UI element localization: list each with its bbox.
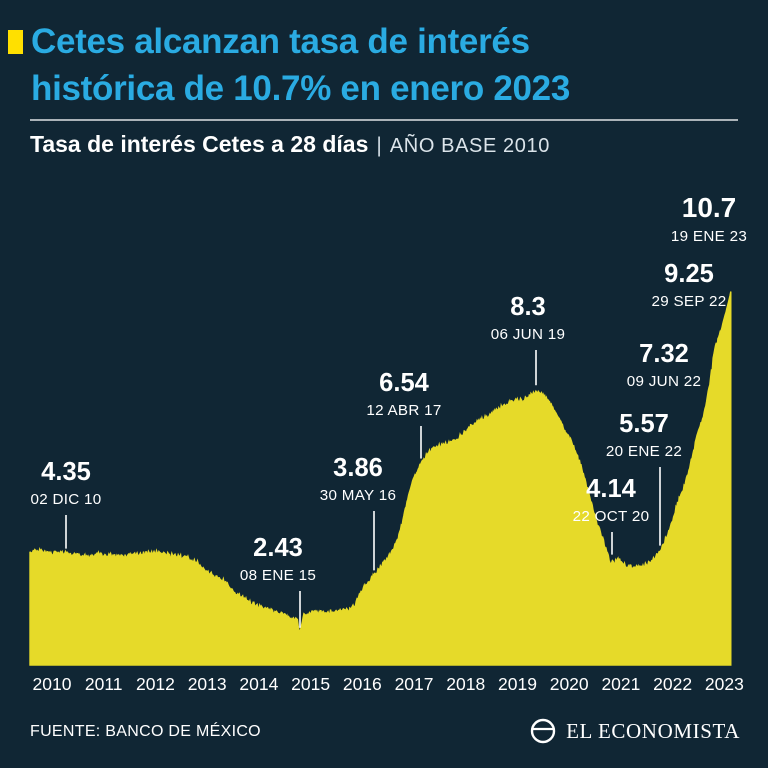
year-label: 2013 (188, 674, 227, 694)
year-label: 2022 (653, 674, 692, 694)
year-label: 2011 (85, 674, 123, 694)
year-label: 2015 (291, 674, 330, 694)
annotation-value: 4.35 (41, 458, 91, 486)
year-label: 2010 (33, 674, 72, 694)
year-label: 2021 (601, 674, 640, 694)
title-divider (30, 119, 738, 121)
annotation-value: 6.54 (379, 369, 429, 397)
annotation-date: 08 ENE 15 (240, 567, 316, 584)
brand-logo: EL ECONOMISTA (529, 717, 740, 745)
headline-line1: Cetes alcanzan tasa de interés (31, 22, 530, 61)
year-label: 2017 (395, 674, 434, 694)
accent-square (8, 30, 23, 54)
annotation-value: 4.14 (586, 475, 636, 503)
year-label: 2023 (705, 674, 744, 694)
annotation-date: 06 JUN 19 (491, 326, 565, 343)
annotation-date: 19 ENE 23 (671, 228, 747, 245)
chart-subtitle: Tasa de interés Cetes a 28 días | AÑO BA… (30, 131, 550, 158)
headline-line2: histórica de 10.7% en enero 2023 (31, 69, 571, 108)
annotation-value: 10.7 (682, 192, 737, 223)
annotation-value: 8.3 (510, 293, 545, 321)
year-label: 2014 (239, 674, 278, 694)
annotation-date: 20 ENE 22 (606, 443, 682, 460)
annotation-date: 29 SEP 22 (651, 293, 726, 310)
annotation-date: 22 OCT 20 (573, 508, 650, 525)
year-label: 2018 (446, 674, 485, 694)
el-economista-globe-icon (530, 718, 556, 744)
annotation-date: 02 DIC 10 (30, 491, 101, 508)
headline: Cetes alcanzan tasa de interés histórica… (31, 18, 570, 112)
separator: | (376, 134, 382, 157)
annotation-value: 5.57 (619, 410, 669, 438)
annotation-date: 09 JUN 22 (627, 373, 701, 390)
source-note: FUENTE: BANCO DE MÉXICO (30, 723, 261, 740)
annotation-value: 2.43 (253, 534, 303, 562)
annotation-date: 12 ABR 17 (366, 402, 441, 419)
base-year-label: AÑO BASE 2010 (389, 135, 550, 157)
year-label: 2020 (550, 674, 589, 694)
brand-name: EL ECONOMISTA (566, 718, 740, 743)
annotation-value: 9.25 (664, 260, 714, 288)
year-label: 2016 (343, 674, 382, 694)
year-label: 2012 (136, 674, 175, 694)
area-series (29, 291, 732, 666)
chart-title: Tasa de interés Cetes a 28 días (30, 131, 369, 157)
year-label: 2019 (498, 674, 537, 694)
annotation-value: 3.86 (333, 454, 383, 482)
annotation-value: 7.32 (639, 340, 689, 368)
annotation-date: 30 MAY 16 (320, 487, 396, 504)
